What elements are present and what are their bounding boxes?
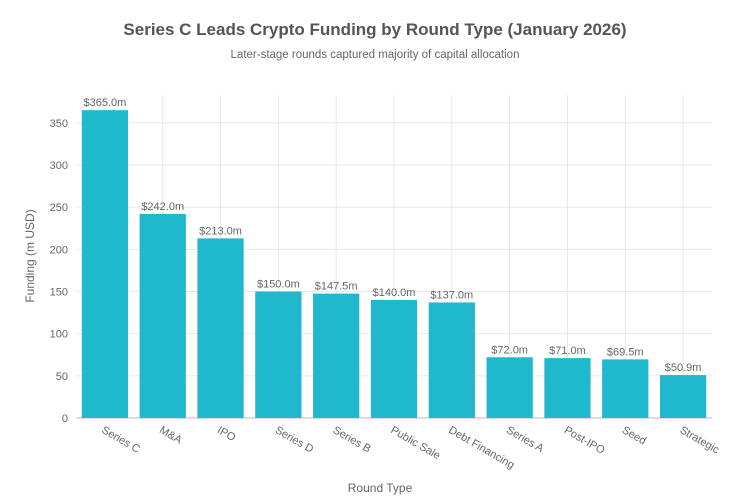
- y-axis-label: Funding (m USD): [23, 209, 37, 302]
- x-axis-label: Round Type: [348, 481, 413, 495]
- data-label: $72.0m: [491, 344, 528, 356]
- bar: [428, 302, 475, 418]
- data-label: $242.0m: [141, 201, 184, 213]
- y-tick-label: 100: [50, 329, 68, 341]
- y-tick-label: 250: [50, 202, 68, 214]
- x-tick-label: IPO: [215, 424, 238, 444]
- x-tick-label: Strategic: [678, 424, 722, 456]
- chart-subtitle: Later-stage rounds captured majority of …: [231, 49, 520, 61]
- x-tick-label: Post-IPO: [562, 424, 607, 457]
- data-label: $69.5m: [607, 346, 644, 358]
- data-label: $147.5m: [315, 281, 358, 293]
- x-tick-label: M&A: [157, 424, 184, 447]
- data-label: $50.9m: [665, 362, 702, 374]
- data-label: $140.0m: [373, 287, 416, 299]
- data-label: $137.0m: [430, 289, 473, 301]
- y-tick-label: 50: [56, 371, 68, 383]
- bar: [197, 238, 244, 418]
- x-tick-label: Series B: [331, 424, 373, 455]
- x-tick-label: Series A: [504, 424, 546, 455]
- y-tick-label: 300: [50, 160, 68, 172]
- x-tick-label: Seed: [620, 424, 648, 447]
- data-label: $213.0m: [199, 225, 242, 237]
- x-tick-label: Series C: [99, 424, 142, 456]
- y-tick-label: 150: [50, 286, 68, 298]
- y-tick-label: 200: [50, 244, 68, 256]
- bar: [255, 291, 302, 418]
- y-axis-ticks: 0 50 100 150 200 250 300 350: [50, 118, 68, 425]
- bar: [486, 357, 533, 418]
- x-tick-label: Public Sale: [389, 424, 443, 462]
- bar: [313, 293, 360, 418]
- bar: [602, 359, 649, 418]
- x-tick-label: Series D: [273, 424, 316, 456]
- data-label: $150.0m: [257, 278, 300, 290]
- y-tick-label: 0: [62, 413, 68, 425]
- bar: [659, 375, 707, 418]
- x-axis-ticks: Series C M&A IPO Series D Series B Public Sal…: [99, 424, 721, 471]
- y-tick-label: 350: [50, 118, 68, 130]
- bar: [544, 358, 591, 418]
- data-label: $365.0m: [84, 97, 127, 109]
- data-label: $71.0m: [549, 345, 586, 357]
- bar: [370, 299, 418, 418]
- bar: [139, 213, 186, 418]
- bars: $365.0m $242.0m $213.0m $150.0m $147.5m $140.…: [81, 97, 707, 419]
- chart-title: Series C Leads Crypto Funding by Round T…: [123, 20, 626, 39]
- bar: [81, 110, 129, 419]
